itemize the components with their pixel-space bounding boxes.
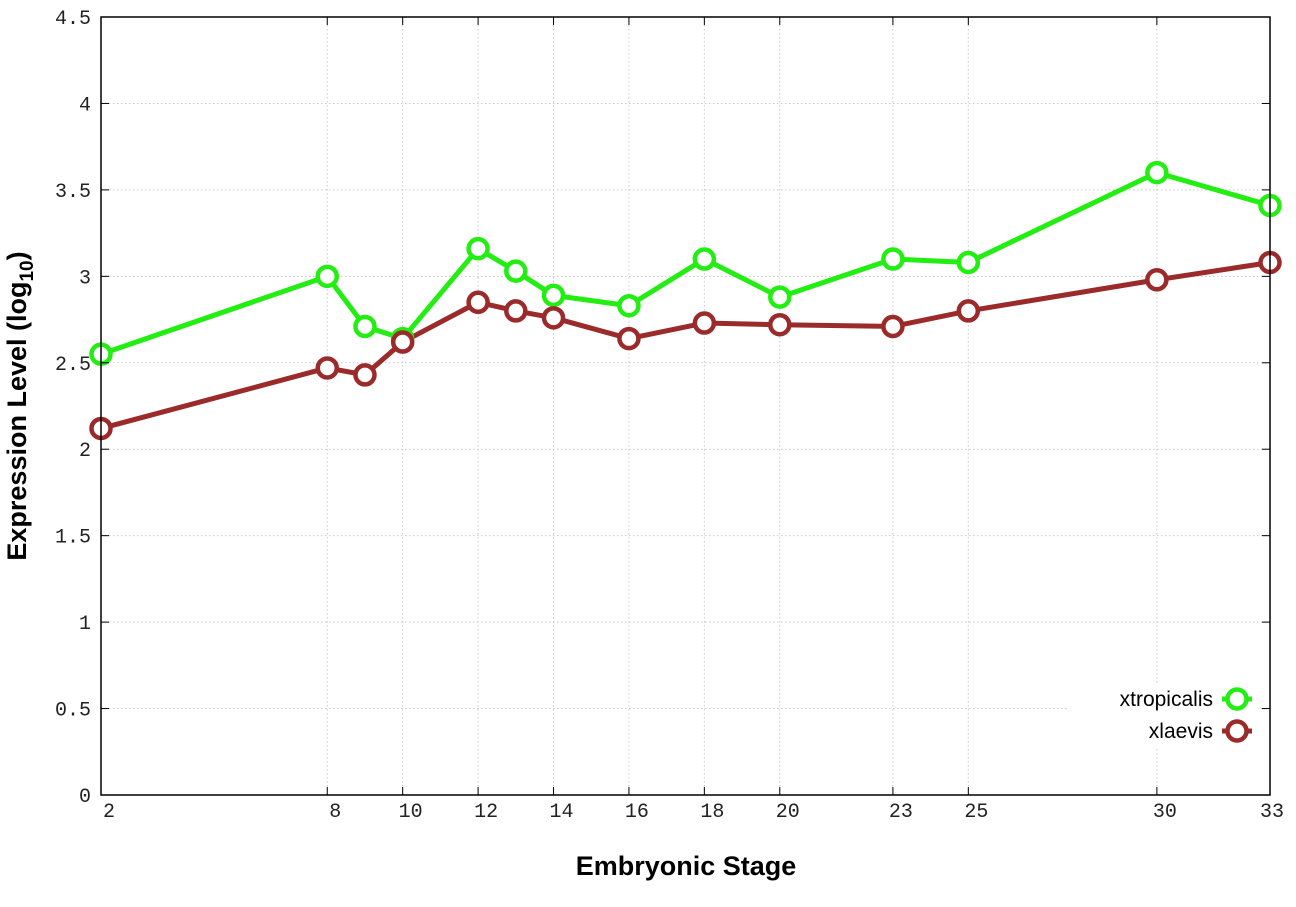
data-point-xlaevis xyxy=(692,311,717,335)
data-point-xtropicalis xyxy=(956,250,981,275)
ticks xyxy=(100,16,1271,796)
legend-label-xlaevis: xlaevis xyxy=(1149,720,1213,743)
y-axis-title-subscript: 10 xyxy=(17,260,38,281)
plot-frame xyxy=(100,16,1271,796)
data-point-xtropicalis xyxy=(617,293,641,318)
data-point-xlaevis xyxy=(353,363,377,387)
x-tick-label: 25 xyxy=(964,801,988,824)
data-point-xtropicalis xyxy=(541,283,566,308)
y-axis-title-main: Expression Level (log xyxy=(2,282,32,561)
x-tick-label: 30 xyxy=(1153,801,1177,824)
series-line-xlaevis xyxy=(100,260,1271,431)
x-tick-label: 2 xyxy=(103,801,115,824)
x-tick-label: 23 xyxy=(889,801,913,824)
x-tick-label: 20 xyxy=(776,801,800,824)
y-tick-label: 3.5 xyxy=(55,181,91,204)
x-tick-label: 16 xyxy=(625,801,649,824)
grid xyxy=(101,17,1270,795)
data-point-xtropicalis xyxy=(692,247,717,271)
x-tick-label: 18 xyxy=(700,801,724,824)
data-point-xtropicalis xyxy=(768,285,792,309)
tick-labels: 2 8 10 12 14 16 18 20 23 25 30 33 0 0.5 1 1.5 2 2.5 3 3.5 4 4… xyxy=(55,8,1284,824)
x-tick-label: 12 xyxy=(474,801,498,824)
y-tick-label: 3 xyxy=(79,267,91,290)
y-tick-label: 0.5 xyxy=(55,700,91,723)
data-point-xlaevis xyxy=(1145,268,1169,292)
x-tick-label: 8 xyxy=(329,801,341,824)
y-axis-title-close: ) xyxy=(2,251,32,260)
data-point-xlaevis xyxy=(956,299,981,323)
data-point-xlaevis xyxy=(768,312,792,337)
x-tick-label: 33 xyxy=(1260,801,1284,824)
x-axis-title: Embryonic Stage xyxy=(576,851,797,881)
y-tick-label: 4 xyxy=(79,94,91,117)
data-point-xtropicalis xyxy=(1145,160,1169,185)
y-tick-label: 1.5 xyxy=(55,527,91,550)
y-tick-label: 4.5 xyxy=(55,8,91,31)
data-point-xlaevis xyxy=(541,306,566,330)
y-tick-label: 1 xyxy=(79,613,91,636)
data-point-xlaevis xyxy=(504,299,528,323)
data-point-xlaevis xyxy=(315,356,340,380)
legend-swatch-marker-xlaevis xyxy=(1225,719,1249,743)
series-layer xyxy=(89,160,1282,441)
y-axis-title: Expression Level (log10) xyxy=(2,251,38,560)
legend-swatch-marker-xtropicalis xyxy=(1225,687,1249,711)
data-point-xlaevis xyxy=(881,314,905,339)
legend: xtropicalis xlaevis xyxy=(1068,683,1258,747)
data-point-xtropicalis xyxy=(881,247,905,271)
y-tick-label: 2 xyxy=(79,440,91,463)
y-tick-label: 2.5 xyxy=(55,354,91,377)
data-point-xlaevis xyxy=(390,330,415,354)
x-tick-label: 10 xyxy=(399,801,423,824)
data-point-xlaevis xyxy=(466,290,490,315)
data-point-xtropicalis xyxy=(353,314,377,339)
x-tick-label: 14 xyxy=(550,801,574,824)
legend-label-xtropicalis: xtropicalis xyxy=(1120,688,1213,711)
data-point-xtropicalis xyxy=(315,264,340,289)
data-point-xtropicalis xyxy=(466,236,490,261)
data-point-xlaevis xyxy=(617,326,641,351)
y-tick-label: 0 xyxy=(79,786,91,809)
data-point-xtropicalis xyxy=(504,259,528,283)
